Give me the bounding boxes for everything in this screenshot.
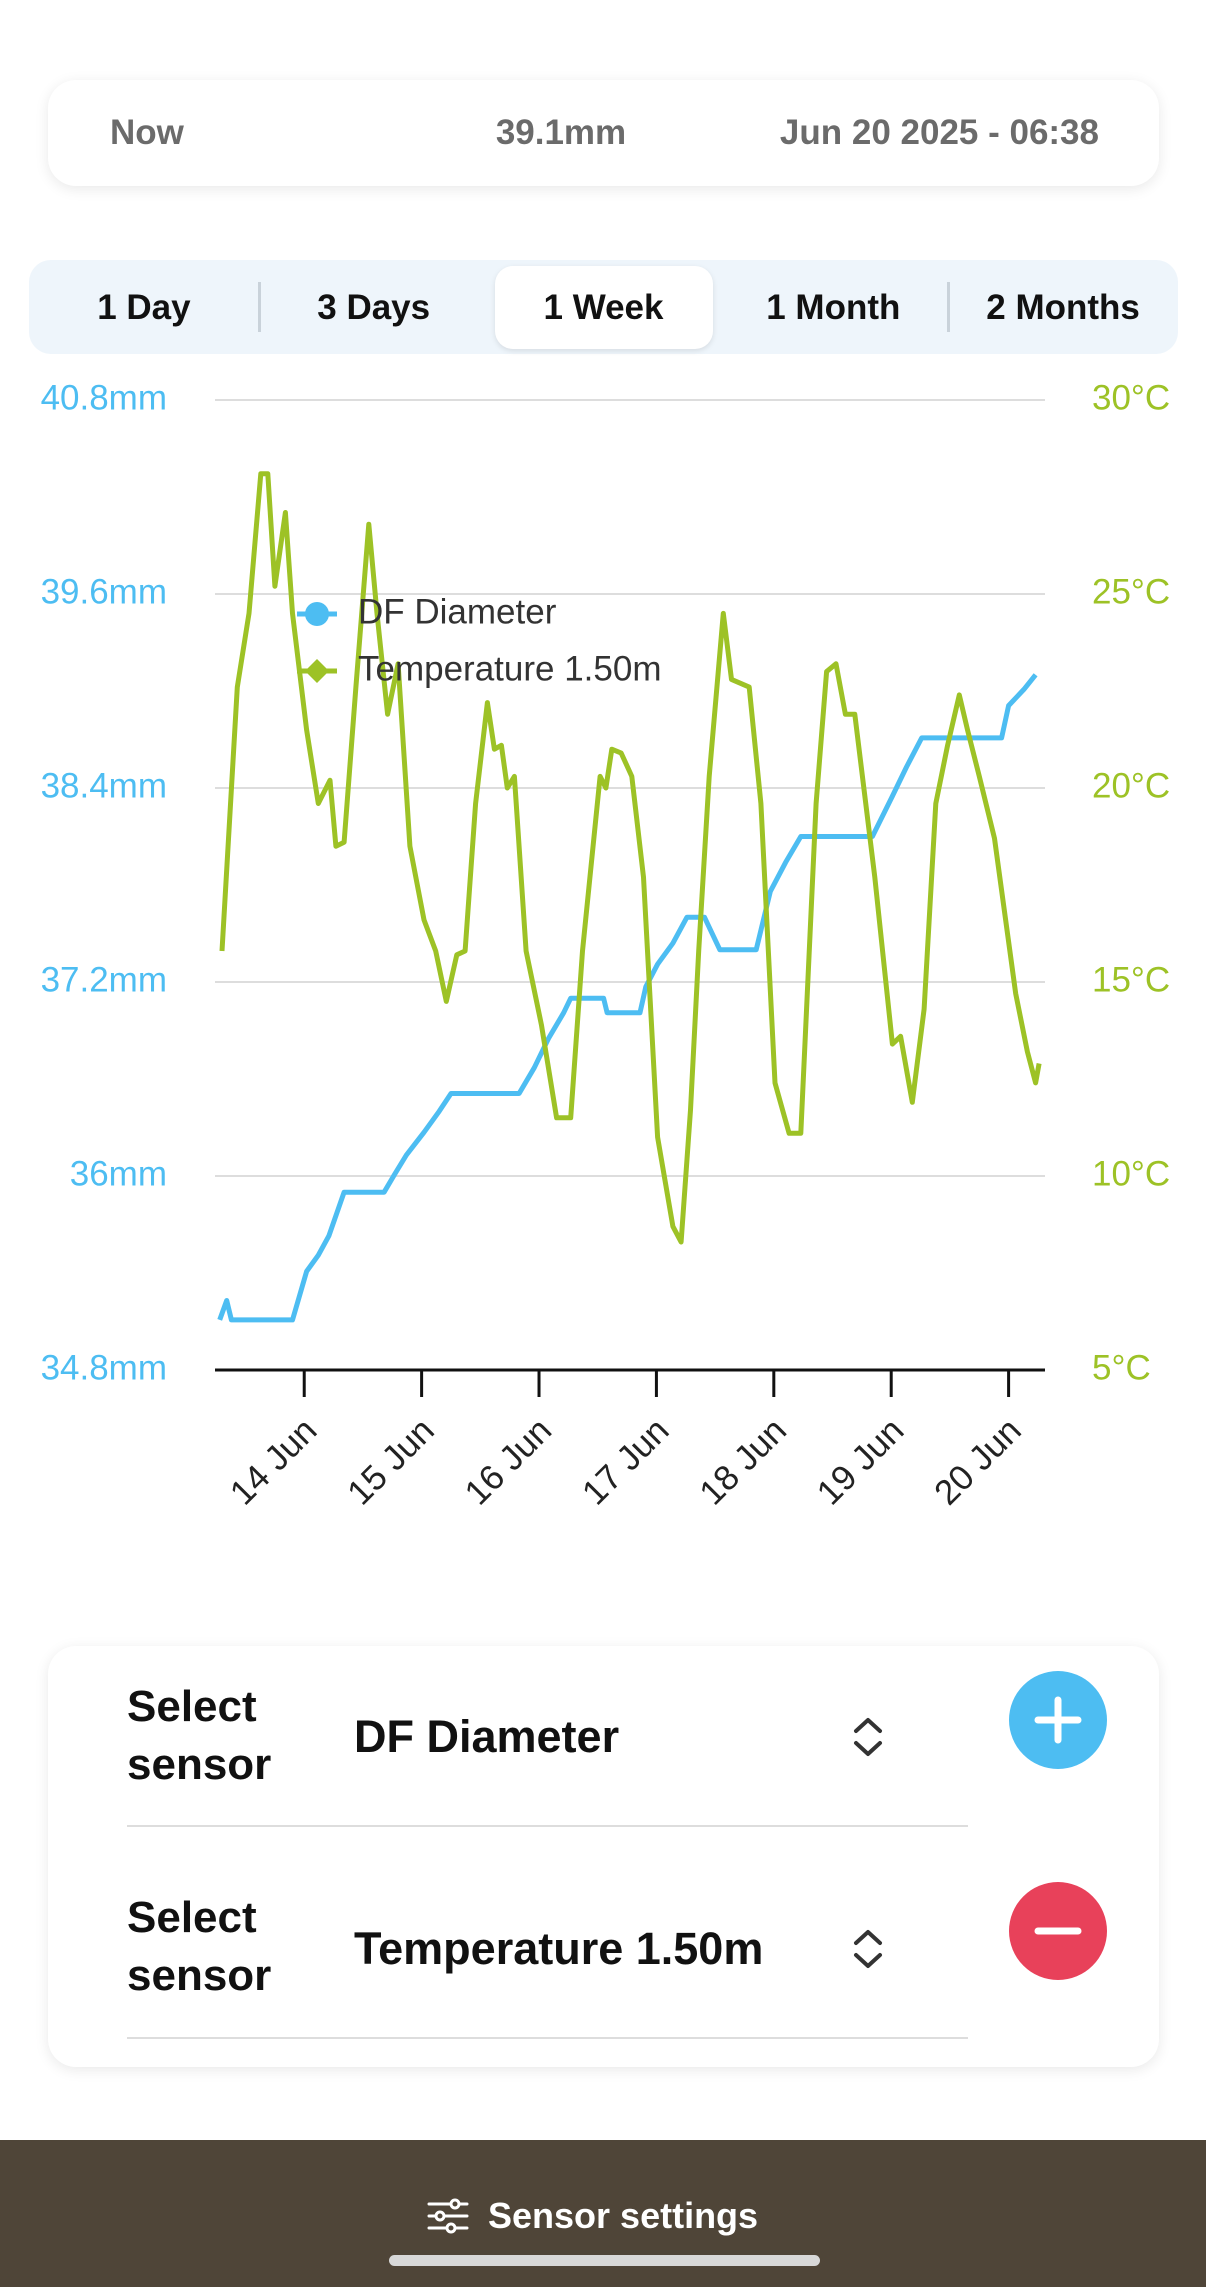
remove-button[interactable] <box>1009 1882 1107 1980</box>
series-line <box>217 673 1038 1323</box>
y2-tick-label: 10°C <box>1092 1154 1170 1193</box>
add-button[interactable] <box>1009 1671 1107 1769</box>
y-tick-label: 40.8mm <box>41 378 167 417</box>
range-tab[interactable]: 2 Months <box>986 288 1140 327</box>
sensor-value[interactable]: DF Diameter <box>354 1711 620 1762</box>
tab-separator <box>257 282 261 332</box>
x-tick-label: 17 Jun <box>575 1411 677 1513</box>
current-reading-card <box>48 80 1159 186</box>
x-tick-label: 18 Jun <box>692 1411 794 1513</box>
y2-tick-label: 15°C <box>1092 960 1170 999</box>
reading-label: Now <box>110 113 184 152</box>
y2-tick-label: 20°C <box>1092 766 1170 805</box>
y2-tick-label: 25°C <box>1092 572 1170 611</box>
y-tick-label: 34.8mm <box>41 1348 167 1387</box>
x-tick-label: 14 Jun <box>223 1411 325 1513</box>
tab-separator <box>947 282 951 332</box>
y-tick-label: 39.6mm <box>41 572 167 611</box>
chevron[interactable] <box>850 1715 886 1759</box>
x-tick-label: 15 Jun <box>340 1411 442 1513</box>
reading-timestamp: Jun 20 2025 - 06:38 <box>779 113 1099 152</box>
x-tick-label: 16 Jun <box>457 1411 559 1513</box>
home-indicator <box>389 2255 820 2266</box>
y-tick-label: 37.2mm <box>41 960 167 999</box>
y-tick-label: 36mm <box>70 1154 167 1193</box>
y2-tick-label: 5°C <box>1092 1348 1151 1387</box>
chart: 34.8mm 36mm 37.2mm 38.4mm 39.6mm 40.8mm 5°C 10°… <box>41 378 1171 1513</box>
x-tick-label: 19 Jun <box>810 1411 912 1513</box>
settings-icon[interactable] <box>427 2198 469 2234</box>
reading-value: 39.1mm <box>495 113 627 152</box>
legend-label: DF Diameter <box>358 592 557 631</box>
sensor-card <box>48 1646 1159 2067</box>
chevron[interactable] <box>850 1927 886 1971</box>
legend-marker <box>305 602 329 626</box>
range-tab[interactable]: 1 Week <box>494 266 713 349</box>
select-label: Select sensor <box>127 1682 272 1789</box>
x-tick-label: 20 Jun <box>927 1411 1029 1513</box>
range-tab[interactable]: 1 Month <box>766 288 901 327</box>
sensor-value[interactable]: Temperature 1.50m <box>354 1923 764 1974</box>
y2-tick-label: 30°C <box>1092 378 1170 417</box>
legend-marker <box>305 659 329 683</box>
divider <box>127 2037 968 2039</box>
series-line <box>219 471 1042 1245</box>
y-tick-label: 38.4mm <box>41 766 167 805</box>
range-tab[interactable]: 1 Day <box>97 288 191 327</box>
divider <box>127 1825 968 1827</box>
legend-label: Temperature 1.50m <box>358 649 661 688</box>
select-label: Select sensor <box>127 1893 272 2000</box>
settings-button[interactable]: Sensor settings <box>488 2195 759 2236</box>
range-tab[interactable]: 3 Days <box>317 288 431 327</box>
range-tabs: 1 Day 3 Days 1 Week 1 Month 2 Months <box>29 260 1178 354</box>
